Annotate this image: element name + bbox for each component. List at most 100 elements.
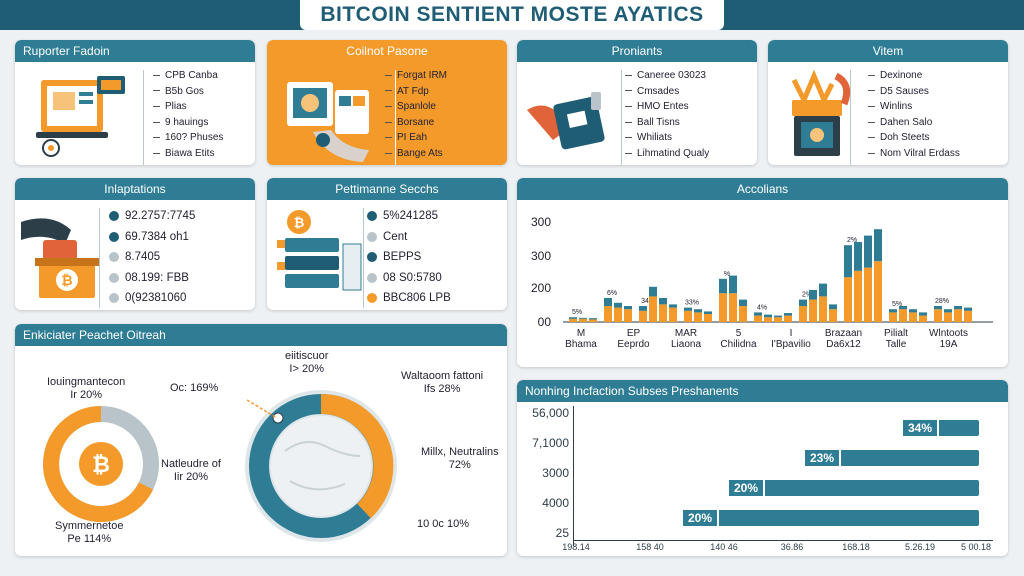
- annotation-right-bottom: 10 0c 10%: [417, 518, 469, 530]
- bar-segment-orange: [614, 307, 622, 322]
- x-tick-label: Wlntoots: [929, 328, 968, 339]
- annotation-left-mid: Oc: 169%: [170, 382, 219, 394]
- hbar-label: 23%: [805, 450, 842, 466]
- bar-segment-teal: [829, 304, 837, 310]
- x-tick-label: 5: [736, 328, 742, 339]
- list-item: Borsane: [385, 115, 447, 131]
- bar-segment-orange: [954, 309, 962, 322]
- x-tick-label: Pilialt: [884, 328, 908, 339]
- x-tick-label: Eeprdo: [617, 339, 650, 350]
- bar-segment-orange: [684, 310, 692, 322]
- bar-segment-teal: [684, 307, 692, 311]
- hbar-xtick: 198.14: [562, 542, 590, 552]
- x-tick-label: Bhama: [565, 339, 597, 350]
- card-coinnot-title: Coilnot Pasone: [267, 40, 507, 62]
- bar-segment-orange: [844, 277, 852, 322]
- large-donut: [245, 390, 397, 542]
- bar-segment-orange: [854, 270, 862, 322]
- bar-segment-teal: [909, 309, 917, 313]
- large-donut-orange-arc: [320, 393, 394, 519]
- donut-chart-title: Enkiciater Peachet Oitreah: [15, 324, 507, 346]
- bar-segment-orange: [934, 309, 942, 322]
- pettimanne-list: 5%241285 Cent BEPPS 08 S0:5780 BBC806 LP…: [367, 206, 451, 309]
- hbar-ytick: 3000: [542, 466, 569, 480]
- hbar-xtick: 168.18: [842, 542, 870, 552]
- separator: [99, 208, 100, 308]
- list-item: 92.2757:7745: [109, 206, 195, 227]
- hbar-xtick: 36.86: [780, 542, 804, 552]
- x-tick-label: Da6x12: [826, 339, 861, 350]
- list-item: Dahen Salo: [868, 115, 960, 131]
- bar-data-label: 5%: [892, 301, 902, 308]
- bar-segment-orange: [624, 309, 632, 322]
- list-item: Caneree 03023: [625, 68, 709, 84]
- card-accolians-chart: Accolians 00 200 300 300 5% 6% 342 33%% 4% 2% 2% 5%…: [517, 178, 1008, 367]
- bar-segment-orange: [809, 299, 817, 322]
- list-item: Spanlole: [385, 99, 447, 115]
- y-tick-label: 300: [531, 249, 551, 263]
- annotation-right-top: Waltaoom fattoni Ifs 28%: [401, 370, 484, 395]
- list-item: Cmsades: [625, 84, 709, 100]
- y-tick-label: 00: [538, 315, 552, 329]
- bar-segment-teal: [844, 245, 852, 278]
- bar-segment-orange: [649, 296, 657, 322]
- bar-segment-orange: [589, 319, 597, 322]
- list-item: 69.7384 oh1: [109, 227, 195, 248]
- card-vitem: Vitem Dexinone D5 Sauses Winlins Dahen S…: [768, 40, 1008, 165]
- list-item: Winlins: [868, 99, 960, 115]
- list-item: 5%241285: [367, 206, 451, 227]
- list-item: D5 Sauses: [868, 84, 960, 100]
- card-inlaptations-title: Inlaptations: [15, 178, 255, 200]
- bar-segment-orange: [669, 307, 677, 322]
- bar-data-label: 4%: [757, 304, 767, 311]
- list-item: HMO Entes: [625, 99, 709, 115]
- bar-segment-orange: [604, 306, 612, 322]
- bitcoin-box-illustration: ₿: [21, 218, 99, 298]
- bar-data-label: 28%: [935, 298, 949, 305]
- hbar-chart-title: Nonhing Incfaction Subses Preshanents: [517, 380, 1008, 402]
- hands-wallet-illustration: [287, 82, 369, 162]
- vitem-list: Dexinone D5 Sauses Winlins Dahen Salo Do…: [868, 68, 960, 162]
- card-proniants-title: Proniants: [517, 40, 757, 62]
- bar-segment-teal: [934, 306, 942, 310]
- bar-data-label: 2%: [802, 292, 812, 299]
- hbar-label: 20%: [683, 510, 720, 526]
- x-tick-label: Chilidna: [720, 339, 757, 350]
- annotation-left-top: Iouingmantecon Ir 20%: [47, 376, 126, 401]
- server-stack-illustration: ₿: [277, 210, 362, 291]
- bar-segment-orange: [579, 318, 587, 322]
- proniants-list: Caneree 03023 Cmsades HMO Entes Ball Tis…: [625, 68, 709, 162]
- bar-segment-teal: [704, 311, 712, 314]
- bar-segment-orange: [639, 310, 647, 322]
- card-pettimanne: Pettimanne Secchs ₿ 5%241285 Cent BEPPS …: [267, 178, 507, 310]
- coinnot-list: Forgat IRM AT Fdp Spanlole Borsane PI Ea…: [385, 68, 447, 162]
- card-pettimanne-title: Pettimanne Secchs: [267, 178, 507, 200]
- bar-segment-teal: [659, 298, 667, 305]
- list-item: 08.199: FBB: [109, 268, 195, 289]
- hbar-ytick: 25: [555, 526, 569, 540]
- bar-data-label: %: [724, 271, 730, 278]
- y-tick-label: 300: [531, 215, 551, 229]
- bar-segment-orange: [944, 312, 952, 322]
- card-proniants: Proniants Caneree 03023 Cmsades HMO Ente…: [517, 40, 757, 165]
- hbar-ytick: 7,1000: [532, 436, 569, 450]
- x-tick-label: MAR: [675, 328, 697, 339]
- list-item: Forgat IRM: [385, 68, 447, 84]
- bar-segment-orange: [799, 306, 807, 322]
- x-tick-label: EP: [627, 328, 641, 339]
- bar-segment-orange: [659, 304, 667, 322]
- leader-line: [246, 399, 278, 419]
- bar-segment-teal: [764, 314, 772, 318]
- hbar-xtick: 5 00.18: [960, 542, 992, 552]
- bar-segment-teal: [569, 317, 577, 319]
- bar-segment-orange: [729, 293, 737, 322]
- bar-segment-teal: [889, 309, 897, 313]
- annotation-right-mid: Millx, Neutralins 72%: [421, 446, 499, 471]
- bar-data-label: 6%: [607, 290, 617, 297]
- separator: [363, 208, 364, 308]
- bar-segment-teal: [899, 306, 907, 310]
- hbar-label: 34%: [903, 420, 940, 436]
- bar-segment-orange: [739, 306, 747, 322]
- bar-segment-orange: [874, 261, 882, 322]
- annotation-center-mid: Natleudre of Iir 20%: [161, 458, 221, 483]
